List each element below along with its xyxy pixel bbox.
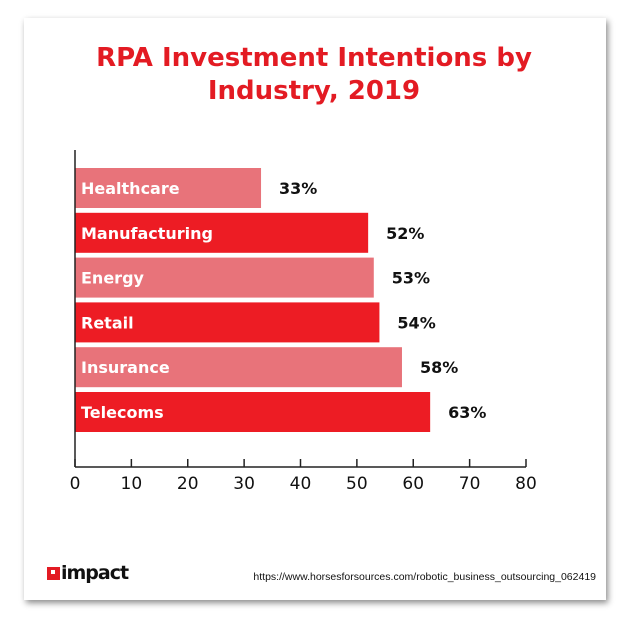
data-label: 52% (386, 224, 424, 243)
bar-label: Healthcare (81, 179, 180, 198)
x-tick-label: 30 (233, 474, 255, 494)
bar-insurance (75, 347, 402, 388)
x-tick-label: 80 (515, 474, 537, 494)
data-label: 63% (448, 403, 486, 422)
logo-text: impact (61, 562, 129, 584)
title-line-1: RPA Investment Intentions by (96, 43, 532, 73)
x-tick-label: 60 (402, 474, 424, 494)
bar-label: Retail (81, 313, 134, 332)
bar-energy (75, 257, 374, 298)
bar-manufacturing (75, 212, 369, 253)
x-tick-label: 0 (70, 474, 81, 494)
x-tick-label: 70 (459, 474, 481, 494)
title-line-2: Industry, 2019 (207, 76, 421, 106)
x-tick-label: 10 (121, 474, 143, 494)
impact-logo: impact (47, 562, 129, 584)
bar-label: Telecoms (81, 403, 164, 422)
bar-label: Manufacturing (81, 224, 213, 243)
bar-label: Energy (81, 269, 145, 288)
x-tick-label: 40 (290, 474, 312, 494)
bar-retail (75, 302, 380, 343)
data-label: 33% (279, 179, 317, 198)
bar-label: Insurance (81, 358, 170, 377)
x-tick-label: 50 (346, 474, 368, 494)
logo-mark-icon (47, 566, 60, 580)
data-label: 54% (397, 313, 435, 332)
bar-telecoms (75, 392, 431, 432)
chart-title: RPA Investment Intentions by Industry, 2… (0, 42, 628, 108)
data-label: 53% (392, 269, 430, 288)
source-url: https://www.horsesforsources.com/robotic… (253, 571, 596, 583)
data-label: 58% (420, 358, 458, 377)
x-tick-label: 20 (177, 474, 199, 494)
bar-healthcare (75, 168, 262, 208)
